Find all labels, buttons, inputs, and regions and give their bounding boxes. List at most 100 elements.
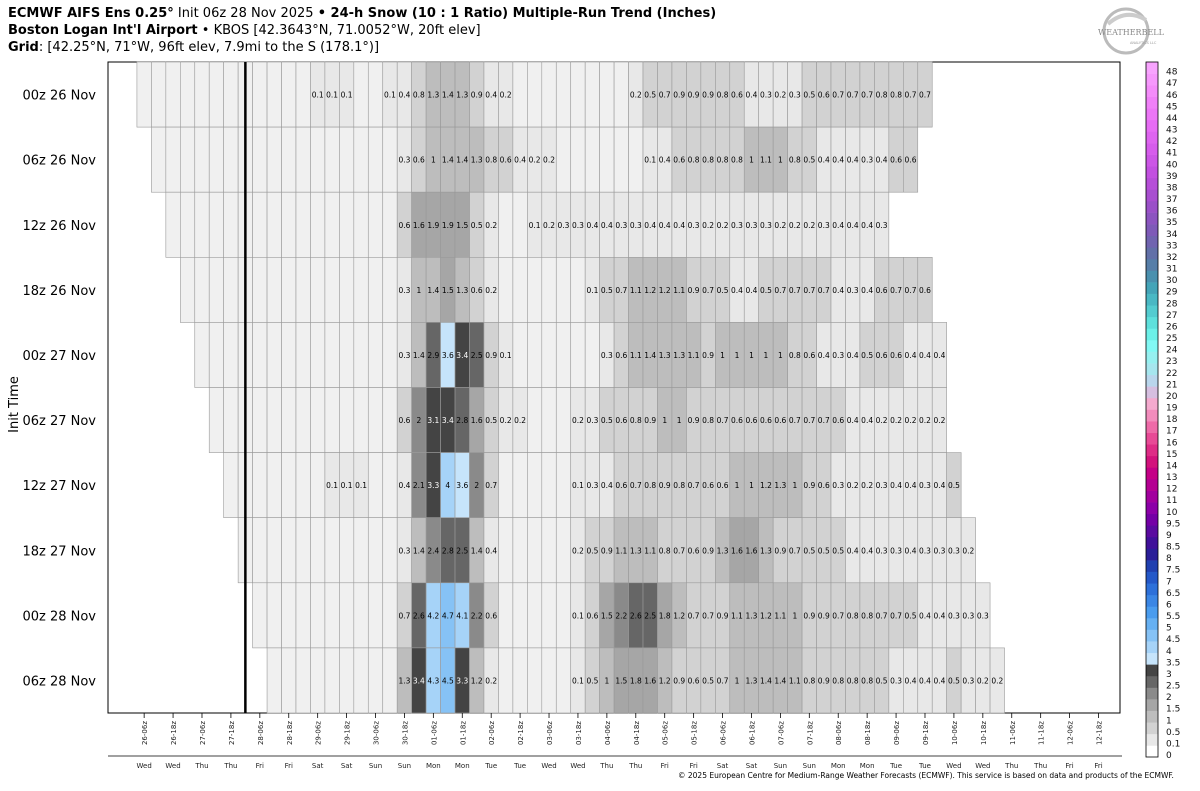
- heat-cell: [570, 256, 586, 323]
- heat-cell: [339, 126, 355, 193]
- run-label: 06z 26 Nov: [22, 154, 96, 169]
- colorbar-segment: [1146, 490, 1158, 503]
- cell-value: 0.2: [962, 546, 974, 555]
- run-label: 00z 28 Nov: [22, 609, 96, 624]
- colorbar-segment: [1146, 62, 1158, 74]
- cell-value: 0.5: [601, 286, 613, 295]
- cell-value: 0.7: [630, 481, 642, 490]
- colorbar-segment: [1146, 154, 1158, 167]
- heat-cell: [339, 387, 355, 453]
- cell-value: 0.4: [933, 481, 945, 490]
- heat-cell: [295, 191, 311, 258]
- cell-value: 0.3: [746, 221, 758, 230]
- cell-value: 2.4: [427, 546, 439, 555]
- x-day-label: Wed: [165, 762, 180, 770]
- cell-value: 0.6: [803, 351, 815, 360]
- cell-value: 0.7: [832, 611, 844, 620]
- heat-cell: [281, 126, 297, 193]
- cell-value: 1.4: [456, 156, 468, 165]
- cell-value: 0.2: [572, 546, 584, 555]
- heat-cell: [367, 322, 384, 388]
- cell-value: 0.7: [803, 416, 815, 425]
- cell-value: 0.1: [529, 221, 541, 230]
- cell-value: 0.1: [586, 286, 598, 295]
- cell-value: 1.3: [774, 481, 786, 490]
- colorbar-segment: [1146, 710, 1158, 723]
- colorbar-segment: [1146, 525, 1158, 538]
- colorbar-label: 41: [1166, 149, 1177, 159]
- heat-cell: [208, 126, 224, 193]
- heat-cell: [512, 582, 528, 649]
- cell-value: 0.3: [398, 156, 410, 165]
- x-day-label: Wed: [137, 762, 152, 770]
- cell-value: 0.3: [933, 546, 945, 555]
- heat-cell: [136, 61, 152, 128]
- colorbar-segment: [1146, 432, 1158, 445]
- cell-value: 0.6: [688, 546, 700, 555]
- heat-cell: [498, 517, 514, 584]
- cell-value: 2.8: [442, 546, 454, 555]
- heat-cell: [498, 647, 514, 714]
- cell-value: 0.8: [644, 481, 656, 490]
- heat-cell: [570, 322, 586, 388]
- colorbar-label: 5: [1166, 624, 1172, 634]
- heat-cell: [527, 452, 543, 519]
- cell-value: 0.2: [717, 221, 729, 230]
- colorbar-label: 29: [1166, 288, 1178, 298]
- heat-cell: [266, 582, 282, 649]
- cell-value: 0.7: [818, 416, 830, 425]
- cell-value: 0.5: [876, 676, 888, 685]
- colorbar-segment: [1146, 270, 1158, 283]
- x-tick-label: 27-06z: [199, 721, 207, 745]
- cell-value: 1.6: [644, 676, 656, 685]
- cell-value: 0.4: [847, 156, 859, 165]
- run-label: 18z 26 Nov: [22, 284, 96, 299]
- cell-value: 0.4: [861, 286, 873, 295]
- heat-cell: [281, 517, 297, 584]
- cell-value: 0.4: [485, 546, 497, 555]
- cell-value: 0.3: [876, 481, 888, 490]
- colorbar-label: 1.5: [1166, 705, 1180, 715]
- x-day-label: Thu: [194, 762, 208, 770]
- cell-value: 0.4: [933, 351, 945, 360]
- cell-value: 1: [416, 286, 421, 295]
- cell-value: 0.5: [803, 91, 815, 100]
- heat-cell: [628, 126, 644, 193]
- cell-value: 0.5: [586, 546, 598, 555]
- heat-cell: [367, 647, 384, 714]
- cell-value: 1.3: [398, 676, 410, 685]
- cell-value: 0.6: [471, 286, 483, 295]
- heat-cell: [324, 582, 340, 649]
- cell-value: 0.4: [861, 416, 873, 425]
- cell-value: 0.8: [847, 676, 859, 685]
- heat-cell: [295, 647, 311, 714]
- cell-value: 0.4: [832, 286, 844, 295]
- colorbar-label: 37: [1166, 195, 1177, 205]
- colorbar-label: 28: [1166, 299, 1178, 309]
- x-tick-label: 26-06z: [141, 721, 149, 745]
- cell-value: 1.5: [601, 611, 613, 620]
- heat-cell: [555, 647, 572, 714]
- x-day-label: Wed: [946, 762, 961, 770]
- cell-value: 0.8: [702, 416, 714, 425]
- x-tick-label: 09-18z: [922, 721, 930, 745]
- cell-value: 0.7: [717, 416, 729, 425]
- colorbar-segment: [1146, 235, 1158, 248]
- x-tick-label: 03-06z: [546, 721, 554, 745]
- cell-value: 0.6: [919, 286, 931, 295]
- heat-cell: [223, 452, 239, 519]
- cell-value: 0.5: [702, 676, 714, 685]
- title-line-1: ECMWF AIFS Ens 0.25° Init 06z 28 Nov 202…: [8, 6, 717, 21]
- heat-cell: [223, 61, 239, 128]
- heat-cell: [295, 61, 311, 128]
- colorbar-segment: [1146, 143, 1158, 155]
- cell-value: 0.8: [861, 676, 873, 685]
- cell-value: 0.7: [789, 286, 801, 295]
- logo-sub: ANALYTICS LLC: [1130, 41, 1157, 45]
- x-day-label: Sat: [341, 762, 353, 770]
- heat-cell: [295, 452, 311, 519]
- x-tick-label: 28-18z: [286, 721, 294, 745]
- heat-cell: [281, 256, 297, 323]
- cell-value: 0.4: [847, 546, 859, 555]
- cell-value: 1.4: [760, 676, 772, 685]
